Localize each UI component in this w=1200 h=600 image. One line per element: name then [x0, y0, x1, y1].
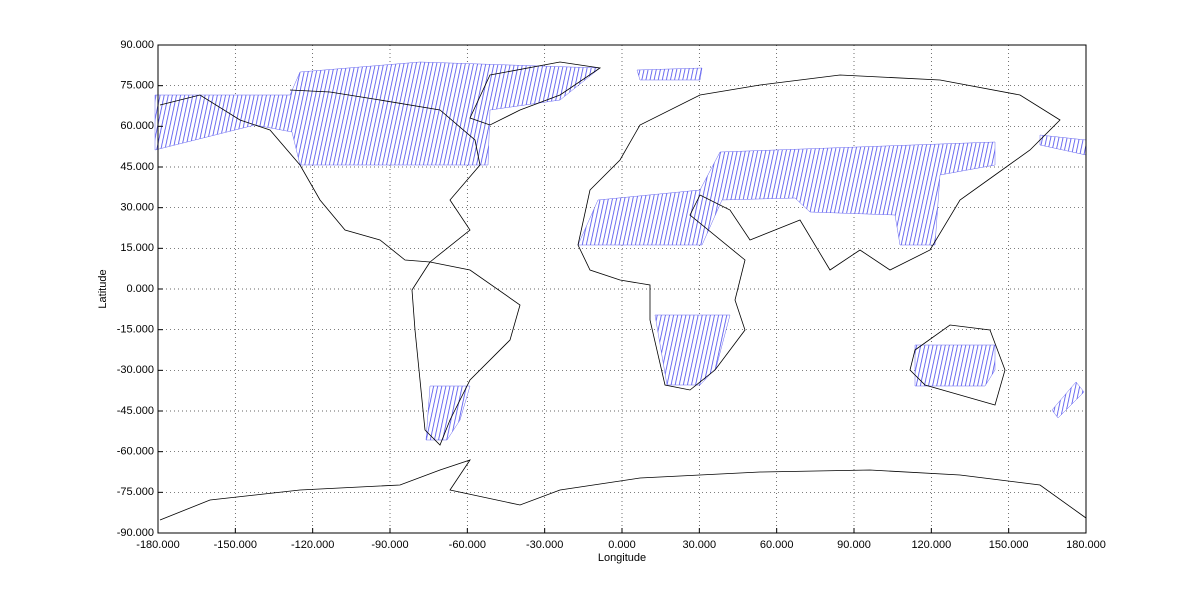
y-tick-label: -45.000 [117, 405, 154, 417]
swath [1051, 381, 1085, 419]
coastline [411, 261, 521, 446]
x-tick-label: -120.000 [291, 539, 334, 551]
x-tick-label: -60.000 [449, 539, 486, 551]
coverage-swaths [154, 61, 1087, 441]
x-tick-label: -180.000 [136, 539, 179, 551]
x-tick-label: 30.000 [683, 539, 717, 551]
x-axis-label: Longitude [598, 552, 646, 564]
y-tick-label: 75.000 [120, 80, 154, 92]
y-tick-label: 30.000 [120, 202, 154, 214]
y-tick-label: 15.000 [120, 242, 154, 254]
y-tick-label: -90.000 [117, 527, 154, 539]
coastline [577, 74, 1061, 391]
x-tick-label: -90.000 [371, 539, 408, 551]
coastline [159, 89, 481, 263]
x-tick-label: 180.000 [1066, 539, 1106, 551]
swath [425, 385, 471, 441]
y-axis-label: Latitude [97, 269, 109, 308]
x-tick-label: 90.000 [837, 539, 871, 551]
x-tick-label: 120.000 [911, 539, 951, 551]
swath [636, 67, 703, 81]
y-tick-label: -75.000 [117, 486, 154, 498]
y-tick-label: 0.000 [126, 283, 154, 295]
swath [914, 344, 996, 387]
coastlines [159, 61, 1087, 521]
coastline [159, 459, 1087, 521]
axes: -180.000 -150.000 -120.000 -90.000 -60.000 -3… [117, 39, 1106, 551]
swath [654, 314, 731, 386]
x-tick-label: 60.000 [760, 539, 794, 551]
coastline [909, 324, 1006, 406]
coastline [469, 61, 602, 126]
x-tick-label: 150.000 [989, 539, 1029, 551]
y-tick-label: -15.000 [117, 324, 154, 336]
swath [577, 141, 996, 246]
y-tick-label: -30.000 [117, 364, 154, 376]
x-tick-label: -150.000 [214, 539, 257, 551]
y-tick-label: 45.000 [120, 161, 154, 173]
x-tick-label: -30.000 [526, 539, 563, 551]
y-tick-label: 90.000 [120, 39, 154, 51]
y-tick-label: -60.000 [117, 446, 154, 458]
y-tick-label: 60.000 [120, 120, 154, 132]
x-tick-label: 0.000 [608, 539, 636, 551]
